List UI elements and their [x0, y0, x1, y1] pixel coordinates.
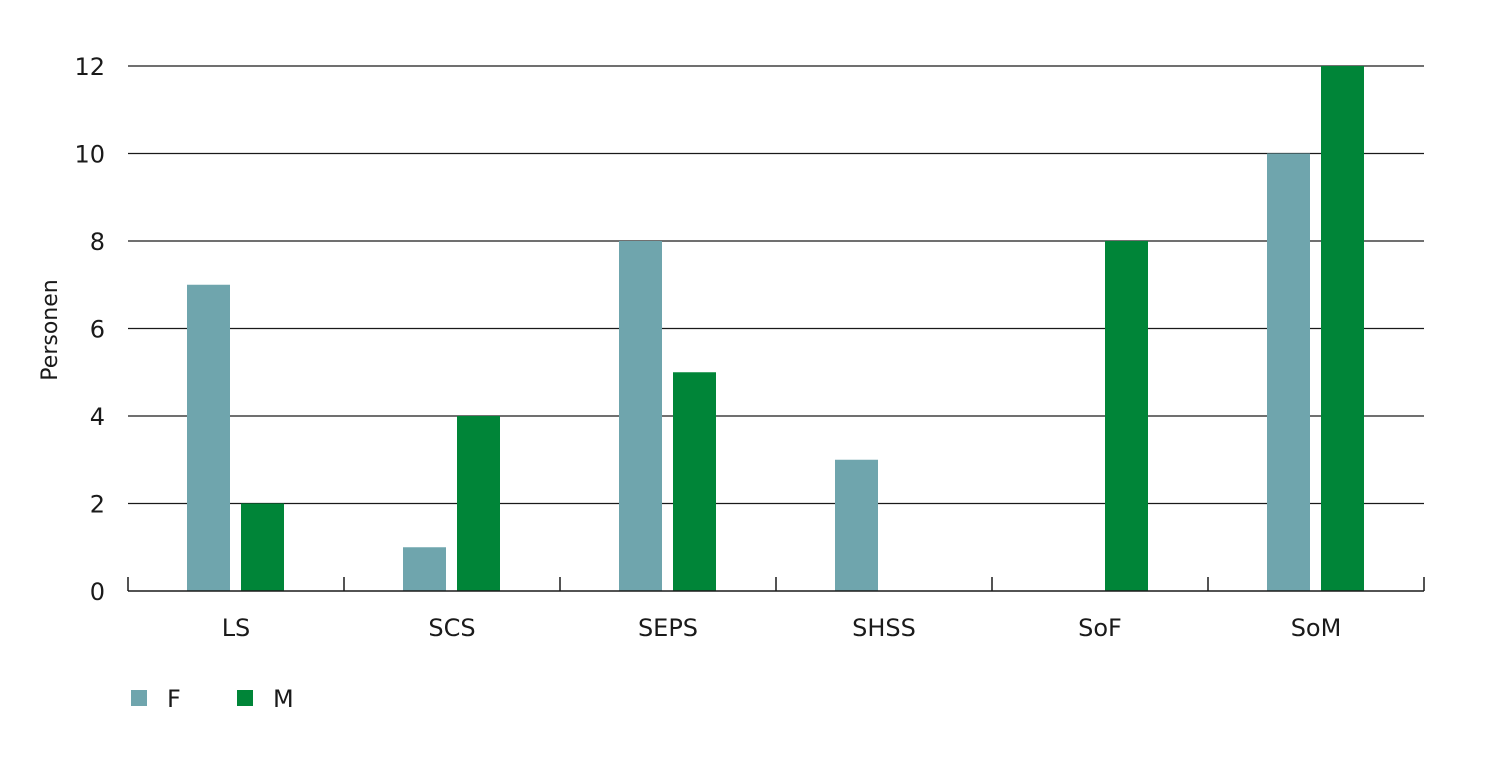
y-tick-label: 4	[90, 403, 105, 431]
bar-M-LS	[241, 503, 284, 591]
gridlines	[128, 65, 1424, 505]
y-tick-labels: 0 2 4 6 8 10 12	[74, 53, 105, 606]
bar-M-SCS	[457, 416, 500, 591]
bar-F-SoM	[1267, 153, 1310, 591]
bar-M-SEPS	[673, 372, 716, 591]
x-tick-label: SCS	[428, 614, 475, 642]
y-axis-label: Personen	[38, 279, 63, 380]
y-tick-label: 2	[90, 491, 105, 519]
x-tick-label: SEPS	[638, 614, 698, 642]
bars	[187, 66, 1364, 591]
x-tick-label: SoM	[1291, 614, 1342, 642]
x-tick-label: LS	[222, 614, 251, 642]
y-tick-label: 8	[90, 228, 105, 256]
legend-swatch-F	[131, 690, 147, 706]
x-axis: LS SCS SEPS SHSS SoF SoM	[127, 577, 1425, 642]
legend-label: M	[273, 685, 294, 713]
y-tick-label: 10	[74, 141, 105, 169]
bar-F-LS	[187, 284, 230, 591]
bar-M-SoF	[1105, 241, 1148, 591]
x-tick-label: SoF	[1078, 614, 1122, 642]
y-tick-label: 6	[90, 316, 105, 344]
y-tick-label: 0	[90, 578, 105, 606]
bar-F-SHSS	[835, 459, 878, 591]
bar-F-SCS	[403, 547, 446, 591]
y-tick-label: 12	[74, 53, 105, 81]
x-tick-label: SHSS	[852, 614, 916, 642]
legend-swatch-M	[237, 690, 253, 706]
bar-M-SoM	[1321, 66, 1364, 591]
legend-label: F	[167, 685, 181, 713]
bar-F-SEPS	[619, 241, 662, 591]
